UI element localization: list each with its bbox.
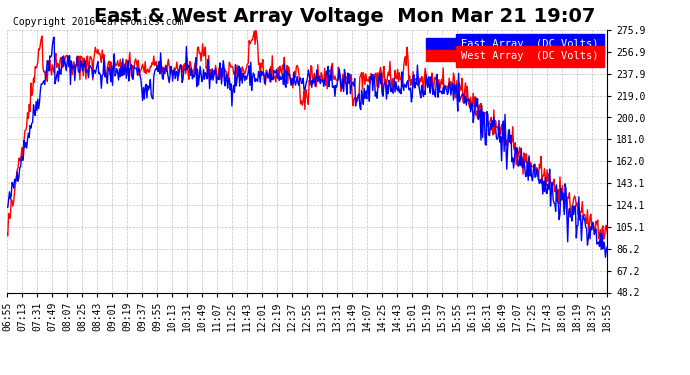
Text: Copyright 2016 Cartronics.com: Copyright 2016 Cartronics.com	[13, 17, 184, 27]
Legend: East Array  (DC Volts), West Array  (DC Volts): East Array (DC Volts), West Array (DC Vo…	[423, 35, 602, 64]
Text: East & West Array Voltage  Mon Mar 21 19:07: East & West Array Voltage Mon Mar 21 19:…	[95, 8, 595, 27]
